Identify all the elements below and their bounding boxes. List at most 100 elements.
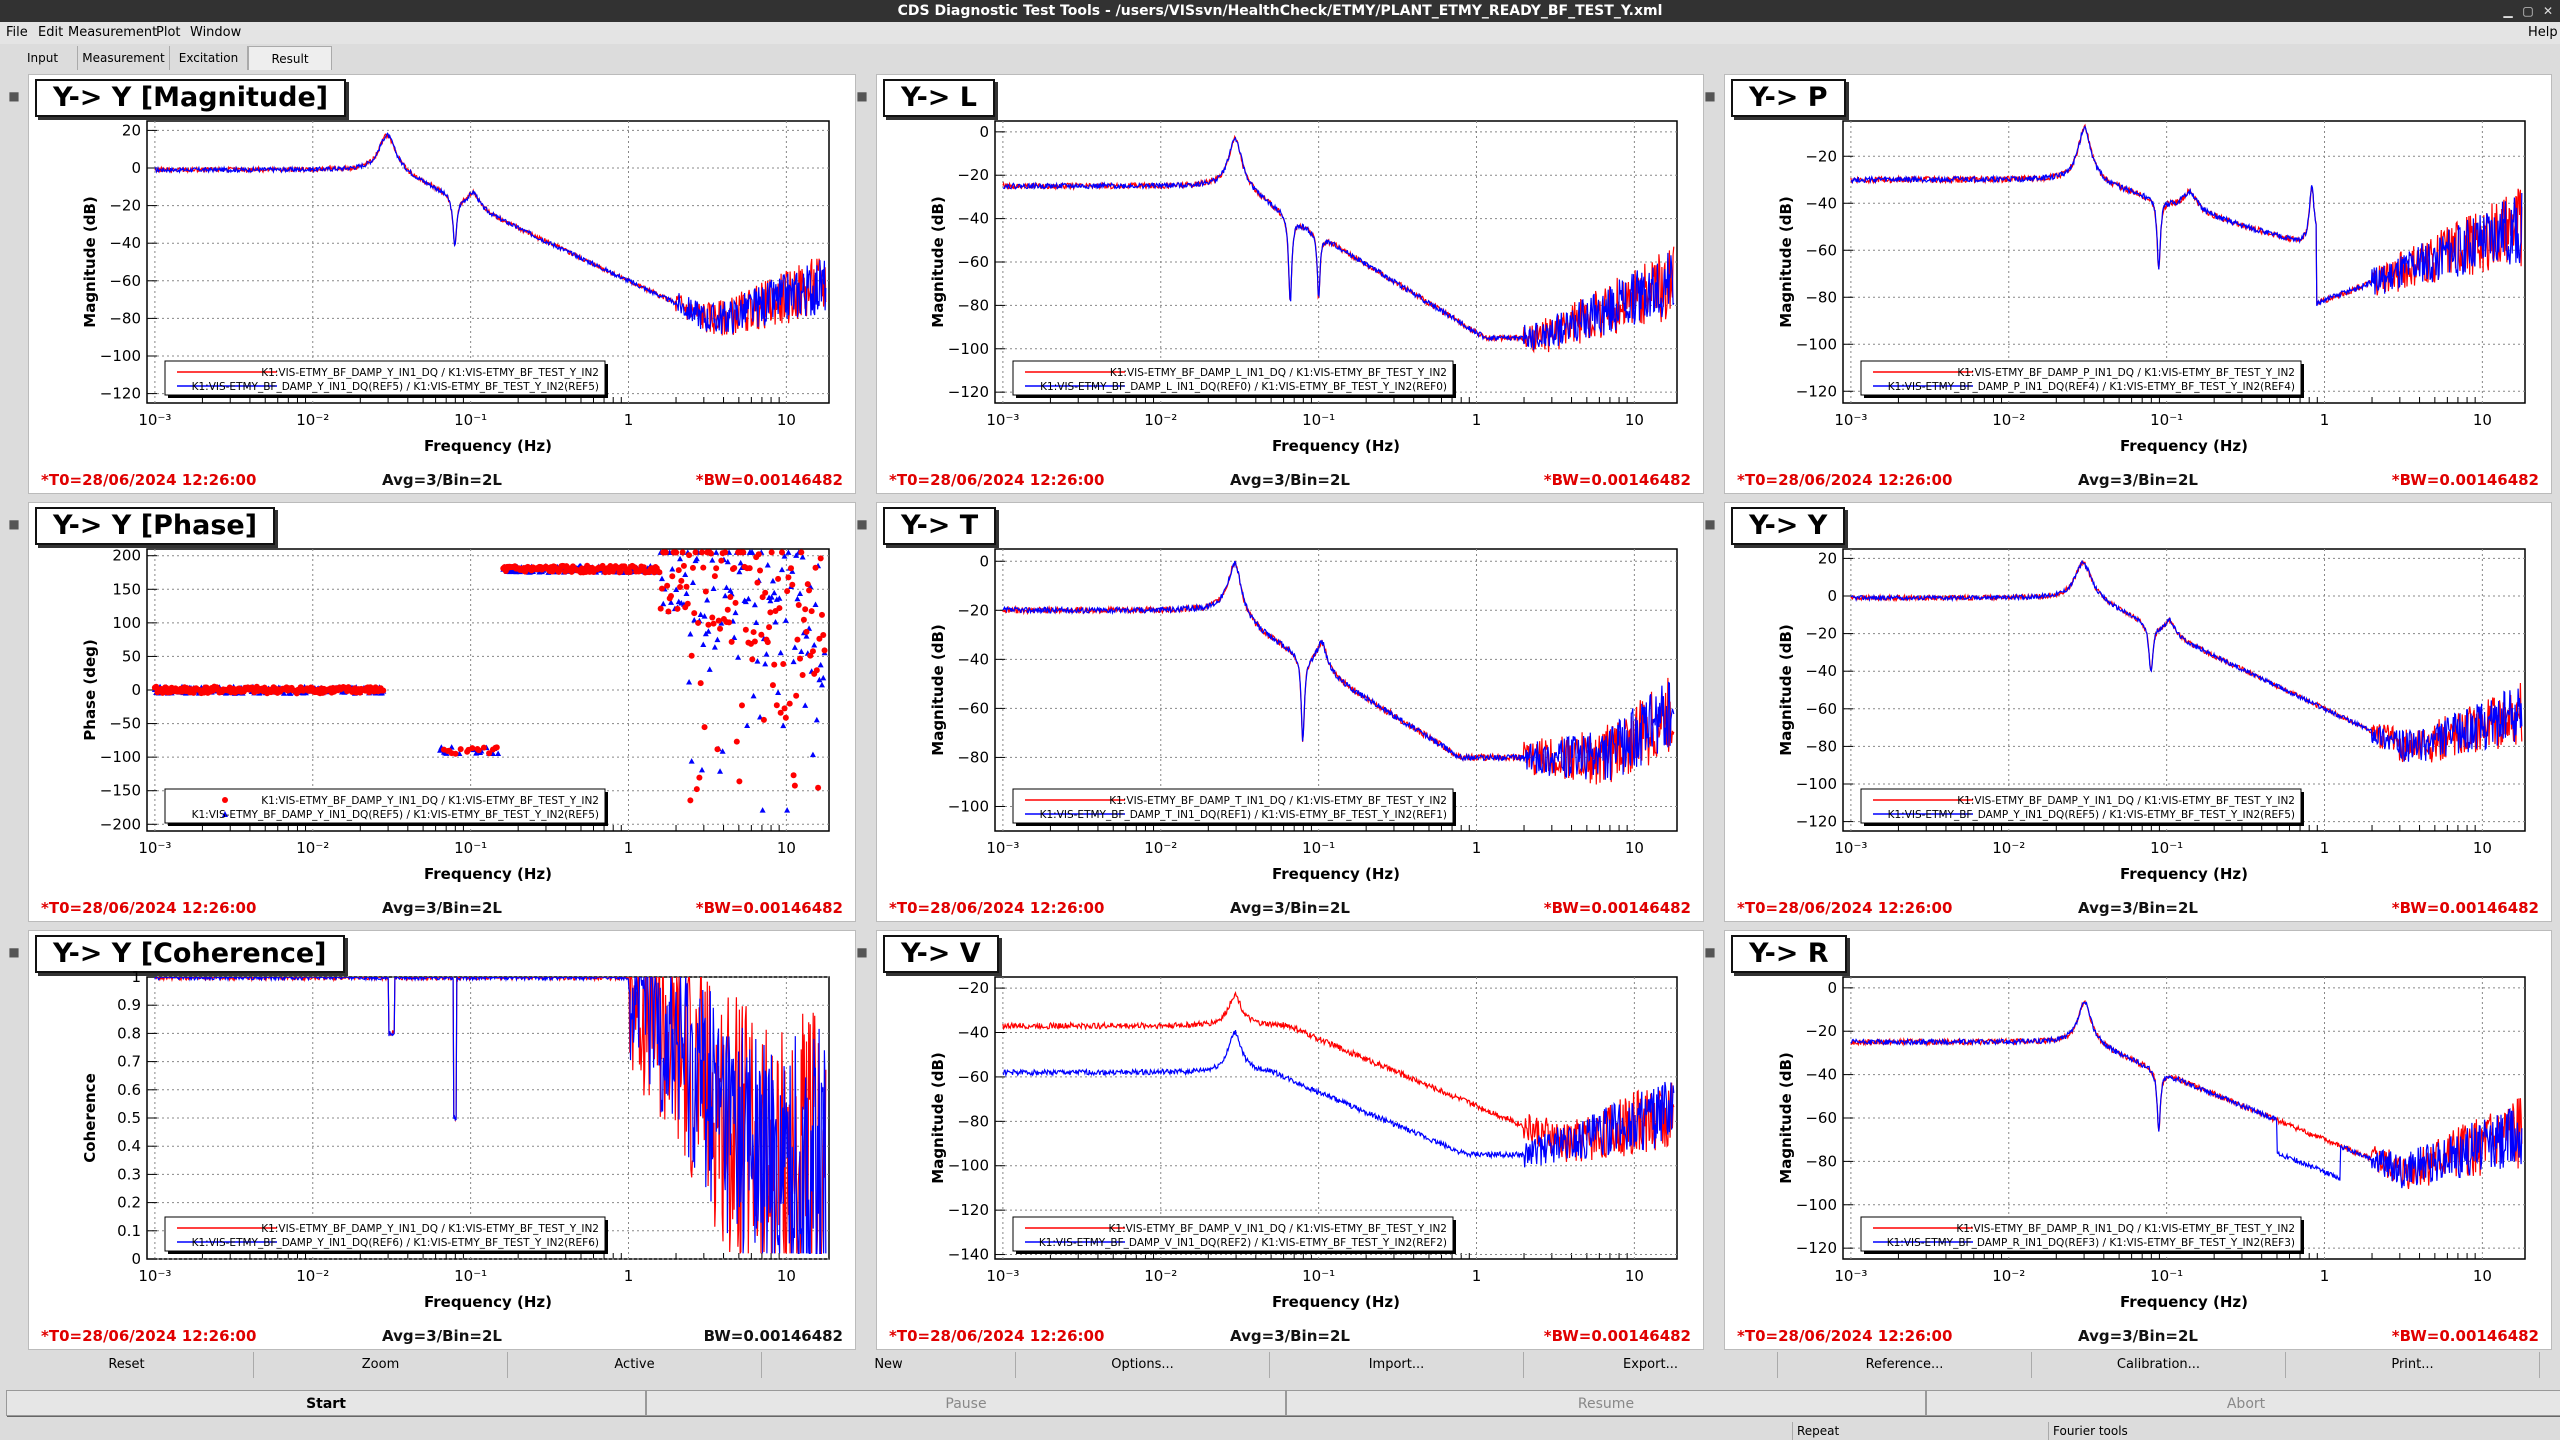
pad-select-icon[interactable]: ■ xyxy=(1704,517,1716,531)
start-button[interactable]: Start xyxy=(6,1390,646,1416)
tab-excitation[interactable]: Excitation xyxy=(170,46,248,70)
y-tick-label: 0 xyxy=(131,1250,141,1268)
reset-button[interactable]: Reset xyxy=(0,1352,254,1378)
plot-footer: *T0=28/06/2024 12:26:00 Avg=3/Bin=2L *BW… xyxy=(877,1327,1703,1345)
plot-canvas[interactable]: 10⁻³ 10⁻² 10⁻¹ 1 10 1 0.9 0.8 0.7 0.6 0.5 0.4 0.3 0.2… xyxy=(29,931,857,1327)
calibration-button[interactable]: Calibration... xyxy=(2032,1352,2286,1378)
data-point xyxy=(710,620,717,627)
export-button[interactable]: Export... xyxy=(1524,1352,1778,1378)
pad-select-icon[interactable]: ■ xyxy=(856,945,868,959)
data-point xyxy=(677,584,684,591)
pad-select-icon[interactable]: ■ xyxy=(1704,945,1716,959)
data-point xyxy=(768,549,775,556)
y-tick-label: −100 xyxy=(1796,335,1837,353)
import-button[interactable]: Import... xyxy=(1270,1352,1524,1378)
averaging-info: Avg=3/Bin=2L xyxy=(2078,899,2198,917)
data-point xyxy=(688,652,695,659)
averaging-info: Avg=3/Bin=2L xyxy=(382,471,502,489)
pad-select-icon[interactable]: ■ xyxy=(8,517,20,531)
resume-button[interactable]: Resume xyxy=(1286,1390,1926,1416)
options-button[interactable]: Options... xyxy=(1016,1352,1270,1378)
y-tick-label: −20 xyxy=(957,979,989,997)
legend-entry: K1:VIS-ETMY_BF_DAMP_Y_IN1_DQ(REF5) / K1:… xyxy=(192,809,599,821)
data-point xyxy=(786,700,793,707)
data-point xyxy=(689,564,696,571)
x-tick-label: 1 xyxy=(2320,1267,2330,1285)
bandwidth-info: *BW=0.00146482 xyxy=(2391,471,2539,489)
plot-canvas[interactable]: 10⁻³ 10⁻² 10⁻¹ 1 10 20 0 −20 −40 −60 −80 −100 −120 Fr… xyxy=(29,75,857,471)
menu-window[interactable]: Window xyxy=(190,25,242,40)
data-point xyxy=(797,590,804,596)
plot-panel[interactable]: ■ Y-> V 10⁻³ 10⁻² 10⁻¹ 1 10 −20 −40 −60 −80 −100 −12… xyxy=(856,930,1705,1350)
plot-canvas[interactable]: 10⁻³ 10⁻² 10⁻¹ 1 10 −20 −40 −60 −80 −100 −120 −140 F… xyxy=(877,931,1705,1327)
y-tick-label: −40 xyxy=(957,650,989,668)
data-point xyxy=(820,674,827,681)
y-tick-label: −40 xyxy=(957,210,989,228)
plot-panel[interactable]: ■ Y-> Y 10⁻³ 10⁻² 10⁻¹ 1 10 20 0 −20 −40 −60 −80 −100… xyxy=(1704,502,2553,922)
maximize-icon[interactable]: ▢ xyxy=(2522,4,2534,18)
print-button[interactable]: Print... xyxy=(2286,1352,2540,1378)
plot-panel[interactable]: ■ Y-> P 10⁻³ 10⁻² 10⁻¹ 1 10 −20 −40 −60 −80 −100 −12… xyxy=(1704,74,2553,494)
plot-canvas[interactable]: 10⁻³ 10⁻² 10⁻¹ 1 10 −20 −40 −60 −80 −100 −120 Frequ… xyxy=(1725,75,2553,471)
reference-button[interactable]: Reference... xyxy=(1778,1352,2032,1378)
menu-file[interactable]: File xyxy=(6,25,28,40)
plot-canvas[interactable]: 10⁻³ 10⁻² 10⁻¹ 1 10 0 −20 −40 −60 −80 −100 −120 Freq… xyxy=(1725,931,2553,1327)
minimize-icon[interactable]: ▁ xyxy=(2503,4,2513,18)
plot-panel[interactable]: ■ Y-> L 10⁻³ 10⁻² 10⁻¹ 1 10 0 −20 −40 −60 −80 −100 −1… xyxy=(856,74,1705,494)
data-point xyxy=(793,692,800,699)
data-point xyxy=(693,555,700,562)
plot-canvas[interactable]: 10⁻³ 10⁻² 10⁻¹ 1 10 200 150 100 50 0 −50 −100 −150 −2… xyxy=(29,503,857,899)
x-tick-label: 10⁻¹ xyxy=(1302,839,1335,857)
active-button[interactable]: Active xyxy=(508,1352,762,1378)
t0-timestamp: *T0=28/06/2024 12:26:00 xyxy=(1737,471,1953,489)
legend-entry: K1:VIS-ETMY_BF_DAMP_R_IN1_DQ(REF3) / K1:… xyxy=(1887,1237,2295,1249)
tab-input[interactable]: Input xyxy=(8,46,78,70)
abort-button[interactable]: Abort xyxy=(1926,1390,2560,1416)
pad-select-icon[interactable]: ■ xyxy=(8,89,20,103)
data-point xyxy=(728,638,735,645)
data-point xyxy=(750,629,757,636)
plot-panel[interactable]: ■ Y-> Y [Phase] 10⁻³ 10⁻² 10⁻¹ 1 10 200 150 100 50… xyxy=(8,502,857,922)
plot-canvas[interactable]: 10⁻³ 10⁻² 10⁻¹ 1 10 0 −20 −40 −60 −80 −100 −120 Freq… xyxy=(877,75,1705,471)
x-tick-label: 10 xyxy=(777,839,796,857)
x-tick-label: 1 xyxy=(624,411,634,429)
pad-select-icon[interactable]: ■ xyxy=(856,89,868,103)
pause-button[interactable]: Pause xyxy=(646,1390,1286,1416)
y-axis-label: Phase (deg) xyxy=(81,639,99,740)
plot-canvas[interactable]: 10⁻³ 10⁻² 10⁻¹ 1 10 0 −20 −40 −60 −80 −100 Frequenc… xyxy=(877,503,1705,899)
y-tick-label: −80 xyxy=(109,309,141,327)
pad-select-icon[interactable]: ■ xyxy=(1704,89,1716,103)
new-button[interactable]: New xyxy=(762,1352,1016,1378)
y-tick-label: −60 xyxy=(109,272,141,290)
trace-reference xyxy=(1850,125,2523,307)
tab-result[interactable]: Result xyxy=(248,46,332,70)
data-point xyxy=(683,590,690,597)
plot-title: Y-> P xyxy=(1731,79,1846,117)
data-point xyxy=(679,549,686,556)
data-point xyxy=(803,633,810,639)
close-icon[interactable]: ✕ xyxy=(2542,4,2554,18)
tab-measurement[interactable]: Measurement xyxy=(78,46,170,70)
menu-edit[interactable]: Edit xyxy=(38,25,64,40)
data-point xyxy=(811,641,818,648)
plot-area xyxy=(994,976,1678,1260)
menu-measurement[interactable]: Measurement xyxy=(68,25,158,40)
data-point xyxy=(617,568,624,575)
data-point xyxy=(691,610,698,617)
plot-panel[interactable]: ■ Y-> T 10⁻³ 10⁻² 10⁻¹ 1 10 0 −20 −40 −60 −80 −100 Fr… xyxy=(856,502,1705,922)
menu-plot[interactable]: Plot xyxy=(156,25,181,40)
plot-panel[interactable]: ■ Y-> Y [Coherence] 10⁻³ 10⁻² 10⁻¹ 1 10 1 0.9 0.8… xyxy=(8,930,857,1350)
menu-help[interactable]: Help xyxy=(2528,25,2558,40)
zoom-button[interactable]: Zoom xyxy=(254,1352,508,1378)
plot-panel[interactable]: ■ Y-> Y [Magnitude] 10⁻³ 10⁻² 10⁻¹ 1 10 20 0 −20 −… xyxy=(8,74,857,494)
plot-canvas[interactable]: 10⁻³ 10⁻² 10⁻¹ 1 10 20 0 −20 −40 −60 −80 −100 −120 Fr… xyxy=(1725,503,2553,899)
data-point xyxy=(763,651,770,657)
pad-select-icon[interactable]: ■ xyxy=(856,517,868,531)
pad-select-icon[interactable]: ■ xyxy=(8,945,20,959)
x-tick-label: 10⁻¹ xyxy=(1302,1267,1335,1285)
plot-title: Y-> Y [Magnitude] xyxy=(35,79,347,117)
plot-panel[interactable]: ■ Y-> R 10⁻³ 10⁻² 10⁻¹ 1 10 0 −20 −40 −60 −80 −100 −1… xyxy=(1704,930,2553,1350)
x-axis-label: Frequency (Hz) xyxy=(2120,437,2248,455)
plot-footer: *T0=28/06/2024 12:26:00 Avg=3/Bin=2L BW=… xyxy=(29,1327,855,1345)
x-tick-label: 10⁻¹ xyxy=(454,1267,487,1285)
